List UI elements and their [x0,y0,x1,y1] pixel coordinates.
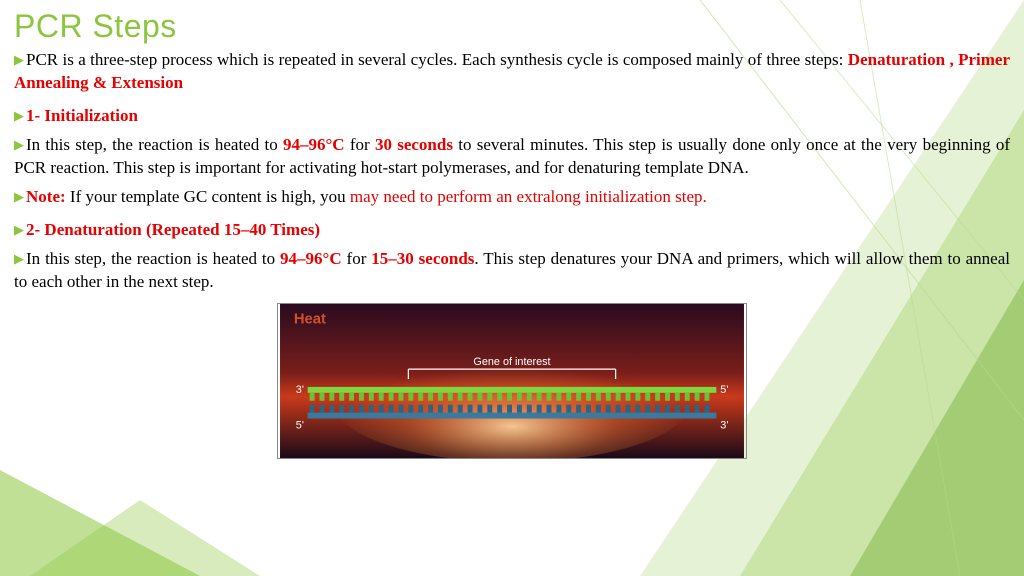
note-label: Note: [26,187,66,206]
bullet-icon: ▶ [14,107,24,125]
end-bl: 5' [296,420,304,432]
p3a: In this step, the reaction is heated to [26,249,280,268]
init-temp: 94–96°C [283,135,345,154]
end-tr: 5' [720,384,728,396]
bullet-icon: ▶ [14,221,24,239]
section-1-heading: ▶1- Initialization [14,105,1010,128]
denat-duration: 15–30 seconds [371,249,474,268]
init-duration: 30 seconds [375,135,453,154]
denaturation-paragraph: ▶In this step, the reaction is heated to… [14,248,1010,294]
bullet-icon: ▶ [14,250,24,268]
end-tl: 3' [296,384,304,396]
dna-top-teeth [310,393,710,401]
dna-heat-diagram: Heat Gene of interest 3' 5' 5' 3' [277,303,747,459]
bullet-icon: ▶ [14,51,24,69]
note-b: may need to perform an extralong initial… [350,187,707,206]
section-2-heading: ▶2- Denaturation (Repeated 15–40 Times) [14,219,1010,242]
note-paragraph: ▶Note: If your template GC content is hi… [14,186,1010,209]
dna-bottom-teeth [310,405,710,413]
bullet-icon: ▶ [14,188,24,206]
bullet-icon: ▶ [14,136,24,154]
end-br: 3' [720,420,728,432]
slide-title: PCR Steps [14,8,1010,45]
denat-temp: 94–96°C [280,249,342,268]
dna-top-strand [308,387,717,393]
slide-content: PCR Steps ▶PCR is a three-step process w… [0,0,1024,459]
intro-text: PCR is a three-step process which is rep… [26,50,848,69]
intro-paragraph: ▶PCR is a three-step process which is re… [14,49,1010,95]
initialization-paragraph: ▶In this step, the reaction is heated to… [14,134,1010,180]
heat-label: Heat [294,312,326,328]
gene-label: Gene of interest [473,357,550,369]
p3b: for [342,249,372,268]
note-a: If your template GC content is high, you [66,187,350,206]
diagram-container: Heat Gene of interest 3' 5' 5' 3' [14,303,1010,459]
p2b: for [345,135,375,154]
p2a: In this step, the reaction is heated to [26,135,283,154]
heading-initialization: 1- Initialization [26,106,138,125]
heading-denaturation: 2- Denaturation (Repeated 15–40 Times) [26,220,320,239]
dna-bottom-strand [308,413,717,419]
